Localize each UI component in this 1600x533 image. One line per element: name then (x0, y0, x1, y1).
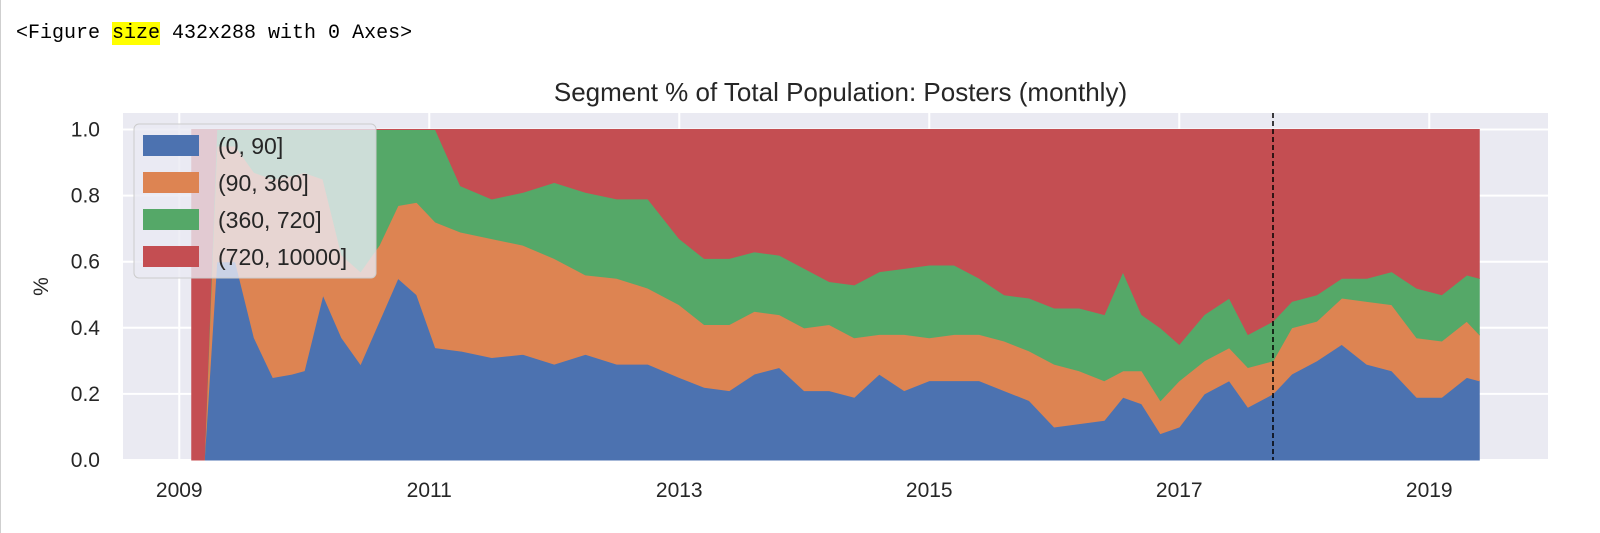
figure-output-text: <Figure size 432x288 with 0 Axes> (16, 22, 412, 45)
y-tick-label: 0.6 (71, 251, 100, 274)
x-tick-label: 2019 (1406, 479, 1453, 502)
legend-frame (133, 123, 377, 279)
legend-label: (90, 360] (218, 170, 309, 196)
x-tick-label: 2017 (1156, 479, 1203, 502)
legend-label: (720, 10000] (218, 244, 347, 270)
search-highlight: size (112, 22, 161, 45)
y-tick-label: 1.0 (71, 119, 100, 142)
legend-swatch (143, 172, 199, 193)
x-tick-label: 2015 (906, 479, 953, 502)
legend-label: (360, 720] (218, 207, 322, 233)
legend-swatch (143, 209, 199, 230)
y-tick-label: 0.4 (71, 317, 101, 340)
chart-title: Segment % of Total Population: Posters (… (554, 77, 1127, 107)
legend-swatch (143, 246, 199, 267)
y-tick-label: 0.2 (71, 383, 100, 406)
legend: (0, 90] (90, 360] (360, 720] (720, 10000] (133, 123, 377, 279)
y-tick-label: 0.0 (71, 449, 100, 472)
cell-border (0, 0, 10, 533)
legend-swatch (143, 135, 199, 156)
y-tick-labels: 0.0 0.2 0.4 0.6 0.8 1.0 (71, 119, 101, 472)
x-tick-label: 2013 (656, 479, 703, 502)
y-axis-label: % (30, 277, 53, 296)
legend-label: (0, 90] (218, 133, 283, 159)
x-tick-labels: 2009 2011 2013 2015 2017 2019 (156, 479, 1453, 502)
output-suffix: 432x288 with 0 Axes> (160, 22, 413, 45)
x-tick-label: 2009 (156, 479, 203, 502)
output-prefix: <Figure (16, 22, 113, 45)
area-series-4 (191, 129, 1480, 461)
x-tick-label: 2011 (407, 479, 452, 502)
series-areas (191, 129, 1480, 461)
y-tick-label: 0.8 (71, 185, 100, 208)
